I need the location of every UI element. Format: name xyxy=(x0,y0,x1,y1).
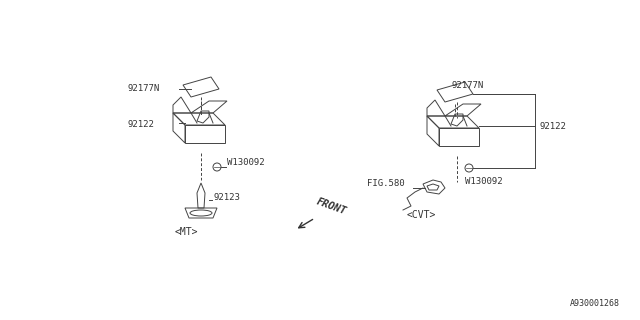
Text: 92177N: 92177N xyxy=(451,81,483,90)
Text: W130092: W130092 xyxy=(227,158,264,167)
Text: 92177N: 92177N xyxy=(127,84,159,93)
Text: 92123: 92123 xyxy=(213,193,240,202)
Text: W130092: W130092 xyxy=(465,177,502,186)
Text: 92122: 92122 xyxy=(539,122,566,131)
Text: FIG.580: FIG.580 xyxy=(367,179,404,188)
Text: FRONT: FRONT xyxy=(315,197,348,217)
Text: <MT>: <MT> xyxy=(175,227,198,237)
Text: <CVT>: <CVT> xyxy=(407,210,436,220)
Text: 92122: 92122 xyxy=(127,120,154,129)
Text: A930001268: A930001268 xyxy=(570,299,620,308)
